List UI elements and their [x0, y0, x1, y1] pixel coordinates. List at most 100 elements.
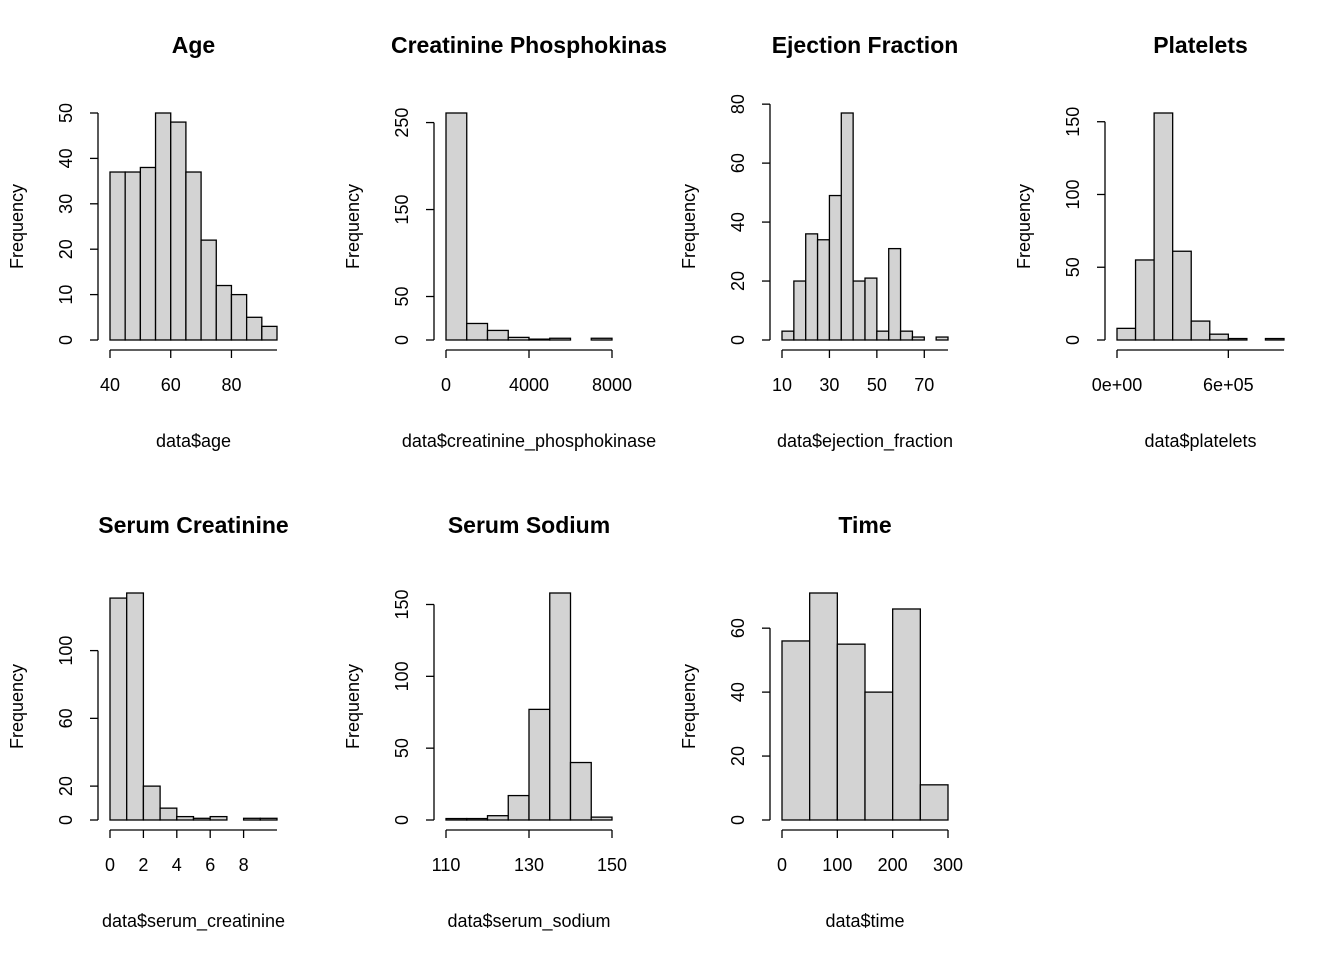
- bar: [192, 817, 211, 821]
- y-tick-label: 0: [728, 335, 748, 345]
- bar: [836, 643, 866, 821]
- bar: [466, 817, 489, 821]
- y-tick-label: 150: [392, 195, 412, 225]
- bar: [864, 277, 878, 341]
- y-tick-label: 50: [1063, 257, 1083, 277]
- bar: [185, 171, 202, 341]
- histogram-panel: Time data$time Frequency 0 100 200 300 0 20 40 60: [679, 512, 963, 931]
- x-tick-label: 4000: [509, 375, 549, 395]
- bar: [176, 815, 195, 821]
- bar: [486, 329, 509, 341]
- bar: [528, 708, 551, 821]
- bar: [245, 316, 263, 341]
- x-tick-label: 60: [161, 375, 181, 395]
- bar: [124, 171, 142, 341]
- y-tick-label: 20: [56, 776, 76, 796]
- bar: [864, 691, 894, 821]
- y-axis-label: Frequency: [343, 664, 363, 749]
- y-tick-label: 40: [56, 148, 76, 168]
- bar: [445, 112, 468, 341]
- y-tick-label: 60: [728, 153, 748, 173]
- bar: [781, 330, 795, 341]
- bar: [1190, 320, 1211, 341]
- bar: [159, 807, 178, 821]
- x-tick-label: 300: [933, 855, 963, 875]
- x-tick-label: 50: [867, 375, 887, 395]
- bar: [215, 284, 233, 341]
- x-axis-label: data$age: [156, 431, 231, 451]
- bar: [1116, 327, 1137, 341]
- y-tick-label: 60: [56, 708, 76, 728]
- bar: [1134, 259, 1155, 341]
- x-axis-label: data$ejection_fraction: [777, 431, 953, 452]
- bar: [139, 166, 157, 341]
- y-tick-label: 10: [56, 285, 76, 305]
- bar: [209, 815, 228, 821]
- bar: [109, 597, 128, 821]
- bar: [528, 338, 551, 341]
- bar: [154, 112, 172, 341]
- bar: [142, 785, 161, 821]
- x-tick-label: 40: [100, 375, 120, 395]
- bar: [261, 325, 278, 341]
- y-tick-label: 100: [56, 636, 76, 666]
- y-tick-label: 150: [392, 589, 412, 619]
- x-tick-label: 8000: [592, 375, 632, 395]
- bar: [569, 761, 592, 821]
- bar: [911, 336, 925, 341]
- bar: [507, 336, 530, 341]
- y-tick-label: 150: [1063, 107, 1083, 137]
- chart-title: Platelets: [1153, 32, 1248, 58]
- bar: [1172, 250, 1192, 341]
- chart-title: Creatinine Phosphokinas: [391, 32, 667, 58]
- x-tick-label: 6: [205, 855, 215, 875]
- bar: [486, 815, 509, 821]
- y-axis-label: Frequency: [679, 664, 699, 749]
- y-tick-label: 40: [728, 682, 748, 702]
- x-axis-label: data$time: [825, 911, 904, 931]
- bar: [466, 322, 489, 341]
- bar: [793, 280, 807, 341]
- bar: [1153, 112, 1174, 341]
- y-tick-label: 0: [392, 335, 412, 345]
- bar: [816, 239, 831, 341]
- histogram-panel: Age data$age Frequency 40 60 80 0 10 20 30 40 50: [7, 32, 278, 451]
- x-tick-label: 4: [172, 855, 182, 875]
- bar: [935, 336, 949, 341]
- y-tick-label: 50: [392, 286, 412, 306]
- bar: [805, 233, 819, 341]
- x-tick-label: 8: [239, 855, 249, 875]
- x-tick-label: 30: [819, 375, 839, 395]
- bar: [242, 817, 261, 821]
- y-tick-label: 100: [1063, 179, 1083, 209]
- x-tick-label: 6e+05: [1203, 375, 1254, 395]
- y-tick-label: 0: [56, 815, 76, 825]
- y-tick-label: 0: [728, 815, 748, 825]
- y-tick-label: 30: [56, 194, 76, 214]
- y-tick-label: 0: [1063, 335, 1083, 345]
- y-tick-label: 50: [56, 103, 76, 123]
- bar: [549, 592, 572, 821]
- x-tick-label: 2: [138, 855, 148, 875]
- bar: [590, 816, 613, 821]
- bar: [1227, 337, 1248, 341]
- bar: [1264, 337, 1285, 341]
- bar: [828, 194, 842, 341]
- y-axis-label: Frequency: [7, 664, 27, 749]
- bar: [109, 171, 126, 341]
- bar: [507, 794, 530, 821]
- bar: [919, 784, 949, 821]
- bar: [590, 337, 613, 341]
- y-tick-label: 0: [392, 815, 412, 825]
- x-tick-label: 0: [105, 855, 115, 875]
- bar: [892, 608, 921, 821]
- y-tick-label: 0: [56, 335, 76, 345]
- bar: [170, 121, 187, 341]
- histogram-panel: Serum Sodium data$serum_sodium Frequency 11…: [343, 512, 627, 932]
- y-axis-label: Frequency: [1014, 184, 1034, 269]
- histogram-panel: Platelets data$platelets Frequency 0e+00 6e+…: [1014, 32, 1285, 451]
- y-axis-label: Frequency: [343, 184, 363, 269]
- bar: [899, 330, 914, 341]
- y-tick-label: 20: [728, 271, 748, 291]
- chart-title: Age: [172, 32, 215, 58]
